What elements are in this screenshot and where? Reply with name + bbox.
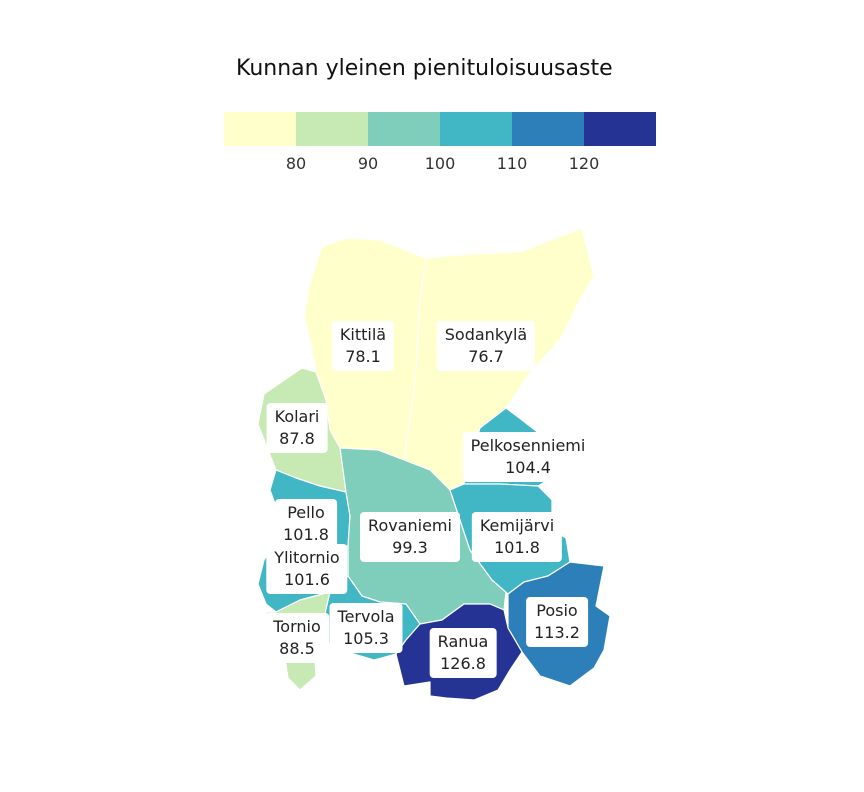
label-kemijarvi-value: 101.8: [494, 538, 540, 557]
legend-swatch-1: [224, 112, 296, 146]
label-ylitornio-name: Ylitornio: [274, 548, 340, 567]
label-posio: Posio 113.2: [526, 597, 588, 647]
label-tornio: Tornio 88.5: [265, 613, 329, 663]
label-kolari-name: Kolari: [274, 407, 320, 426]
legend-tick-100: 100: [424, 154, 456, 173]
label-kittila-value: 78.1: [345, 347, 381, 366]
label-tornio-name: Tornio: [273, 617, 321, 636]
label-rovaniemi: Rovaniemi 99.3: [360, 512, 460, 562]
label-tervola-name: Tervola: [337, 607, 395, 626]
legend-tick-80: 80: [285, 154, 307, 173]
legend-swatch-5: [512, 112, 584, 146]
label-kittila-name: Kittilä: [339, 325, 387, 344]
color-legend: 80 90 100 110 120: [224, 112, 656, 173]
label-rovaniemi-name: Rovaniemi: [368, 516, 452, 535]
label-ranua-name: Ranua: [437, 632, 489, 651]
label-rovaniemi-value: 99.3: [392, 538, 428, 557]
label-ranua-value: 126.8: [440, 654, 486, 673]
legend-swatch-3: [368, 112, 440, 146]
label-pello: Pello 101.8: [275, 499, 337, 549]
label-sodankyla-value: 76.7: [468, 347, 504, 366]
legend-swatch-4: [440, 112, 512, 146]
label-kolari: Kolari 87.8: [266, 403, 328, 453]
label-posio-name: Posio: [536, 601, 578, 620]
label-ylitornio: Ylitornio 101.6: [266, 544, 348, 594]
label-pelkosenniemi-name: Pelkosenniemi: [470, 436, 586, 455]
label-kolari-value: 87.8: [279, 429, 315, 448]
label-tornio-value: 88.5: [279, 639, 315, 658]
label-kemijarvi: Kemijärvi 101.8: [471, 512, 563, 562]
label-pelkosenniemi: Pelkosenniemi 104.4: [462, 432, 594, 482]
label-kittila: Kittilä 78.1: [331, 321, 395, 371]
label-tervola: Tervola 105.3: [329, 603, 403, 653]
label-pello-value: 101.8: [283, 525, 329, 544]
label-sodankyla: Sodankylä 76.7: [436, 321, 536, 371]
label-kemijarvi-name: Kemijärvi: [479, 516, 555, 535]
label-ranua: Ranua 126.8: [429, 628, 497, 678]
legend-tick-120: 120: [568, 154, 600, 173]
label-pelkosenniemi-value: 104.4: [505, 458, 551, 477]
map-title: Kunnan yleinen pienituloisuusaste: [236, 56, 613, 81]
legend-swatch-2: [296, 112, 368, 146]
label-posio-value: 113.2: [534, 623, 580, 642]
label-tervola-value: 105.3: [343, 629, 389, 648]
label-pello-name: Pello: [287, 503, 325, 522]
label-sodankyla-name: Sodankylä: [444, 325, 528, 344]
legend-tick-90: 90: [357, 154, 379, 173]
legend-tick-110: 110: [496, 154, 528, 173]
label-ylitornio-value: 101.6: [284, 570, 330, 589]
legend-swatch-6: [584, 112, 656, 146]
